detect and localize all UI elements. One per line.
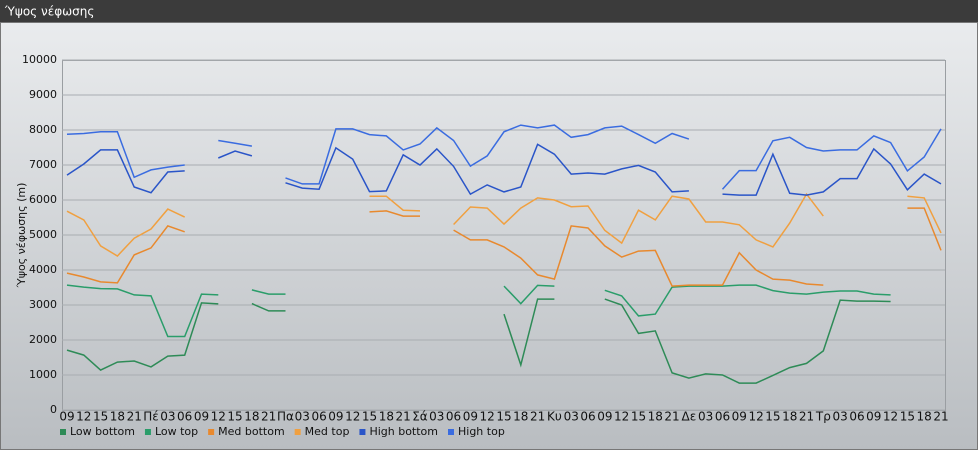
x-tick-label: Τρ [815, 410, 831, 424]
series-line [66, 284, 891, 338]
x-tick-label: 12 [211, 410, 226, 424]
x-tick-label: 21 [396, 410, 411, 424]
x-tick-label: 09 [194, 410, 209, 424]
y-tick-label: 1000 [29, 368, 57, 381]
series-line [66, 207, 942, 287]
y-tick-label: 3000 [29, 298, 57, 311]
y-tick-label: 0 [50, 403, 57, 416]
y-tick-label: 5000 [29, 228, 57, 241]
y-tick-label: 2000 [29, 333, 57, 346]
x-tick-label: 06 [311, 410, 326, 424]
y-tick-label: 10000 [22, 53, 57, 66]
series-line [66, 298, 891, 384]
y-tick-label: 6000 [29, 193, 57, 206]
y-tick-label: 8000 [29, 123, 57, 136]
legend-swatch [294, 429, 301, 435]
x-tick-label: 03 [833, 410, 848, 424]
x-tick-label: 09 [59, 410, 74, 424]
x-tick-label: 15 [93, 410, 108, 424]
x-tick-label: 18 [110, 410, 125, 424]
y-tick-label: 7000 [29, 158, 57, 171]
x-tick-label: 06 [715, 410, 730, 424]
x-tick-label: 09 [463, 410, 478, 424]
x-tick-label: 18 [379, 410, 394, 424]
y-tick-label: 9000 [29, 88, 57, 101]
x-tick-label: 03 [160, 410, 175, 424]
x-tick-label: 06 [849, 410, 864, 424]
x-tick-label: 21 [664, 410, 679, 424]
x-tick-label: 15 [900, 410, 915, 424]
legend-label: High top [458, 425, 505, 438]
legend-swatch [60, 429, 66, 435]
x-tick-label: 18 [782, 410, 797, 424]
x-tick-label: 15 [496, 410, 511, 424]
x-tick-label: 06 [177, 410, 192, 424]
x-tick-label: 12 [76, 410, 91, 424]
x-tick-label: 21 [127, 410, 142, 424]
x-tick-label: 09 [328, 410, 343, 424]
x-tick-label: 09 [732, 410, 747, 424]
x-tick-label: 15 [362, 410, 377, 424]
x-tick-label: 03 [698, 410, 713, 424]
x-tick-label: 09 [597, 410, 612, 424]
y-tick-label: 4000 [29, 263, 57, 276]
legend-label: Med bottom [218, 425, 285, 438]
x-tick-label: 03 [429, 410, 444, 424]
x-tick-label: Σά [412, 410, 428, 424]
x-tick-label: 18 [648, 410, 663, 424]
x-tick-label: 03 [295, 410, 310, 424]
x-tick-label: Πέ [143, 410, 159, 424]
x-tick-label: 21 [799, 410, 814, 424]
legend-label: Low top [155, 425, 198, 438]
x-tick-label: Κυ [547, 410, 562, 424]
title-bar [0, 0, 978, 22]
x-tick-label: 18 [244, 410, 259, 424]
legend-swatch [448, 429, 454, 435]
legend-label: Med top [305, 425, 350, 438]
x-tick-label: 09 [866, 410, 881, 424]
x-tick-label: 15 [631, 410, 646, 424]
x-tick-label: 21 [261, 410, 276, 424]
x-tick-label: 15 [227, 410, 242, 424]
x-tick-label: 12 [748, 410, 763, 424]
series-line [66, 192, 942, 257]
x-tick-label: 06 [580, 410, 595, 424]
x-tick-label: 06 [446, 410, 461, 424]
x-tick-label: 03 [564, 410, 579, 424]
series-line [66, 143, 942, 196]
legend-swatch [208, 429, 215, 435]
x-tick-label: 12 [883, 410, 898, 424]
x-tick-label: Πα [277, 410, 294, 424]
x-tick-label: Δε [682, 410, 697, 424]
x-tick-label: 21 [530, 410, 545, 424]
x-tick-label: 21 [933, 410, 948, 424]
y-axis-label: Ύψος νέφωσης (m) [15, 183, 28, 289]
legend-label: High bottom [369, 425, 438, 438]
x-tick-label: 12 [345, 410, 360, 424]
series-line [66, 124, 942, 190]
legend-swatch [359, 429, 366, 435]
x-tick-label: 18 [513, 410, 528, 424]
x-tick-label: 18 [917, 410, 932, 424]
legend-label: Low bottom [70, 425, 135, 438]
legend-swatch [144, 429, 151, 435]
x-tick-label: 12 [480, 410, 495, 424]
x-tick-label: 15 [765, 410, 780, 424]
x-tick-label: 12 [614, 410, 629, 424]
chart-title: Ύψος νέφωσης [4, 5, 94, 19]
